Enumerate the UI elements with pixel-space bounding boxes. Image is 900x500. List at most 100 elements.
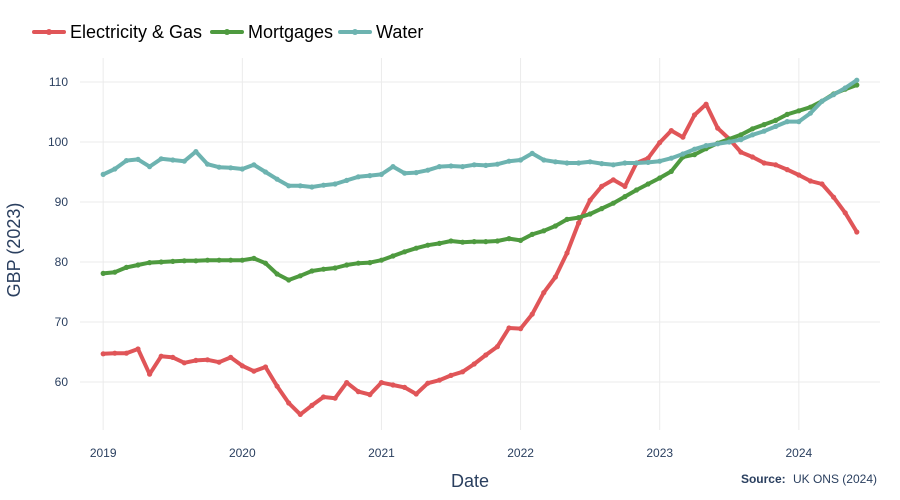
data-point[interactable] <box>471 162 477 168</box>
data-point[interactable] <box>425 380 431 386</box>
data-point[interactable] <box>541 290 547 296</box>
data-point[interactable] <box>471 361 477 367</box>
data-point[interactable] <box>425 242 431 248</box>
data-point[interactable] <box>831 92 837 98</box>
data-point[interactable] <box>297 273 303 279</box>
data-point[interactable] <box>448 238 454 244</box>
data-point[interactable] <box>448 163 454 169</box>
data-point[interactable] <box>599 183 605 189</box>
data-point[interactable] <box>332 395 338 401</box>
data-point[interactable] <box>645 181 651 187</box>
data-point[interactable] <box>100 171 106 177</box>
data-point[interactable] <box>784 111 790 117</box>
data-point[interactable] <box>576 215 582 221</box>
data-point[interactable] <box>193 357 199 363</box>
data-point[interactable] <box>576 220 582 226</box>
data-point[interactable] <box>610 177 616 183</box>
data-point[interactable] <box>320 182 327 188</box>
data-point[interactable] <box>170 258 176 264</box>
data-point[interactable] <box>854 77 860 83</box>
data-point[interactable] <box>204 357 211 363</box>
data-point[interactable] <box>749 132 756 138</box>
data-point[interactable] <box>703 101 709 107</box>
data-point[interactable] <box>564 216 570 222</box>
data-point[interactable] <box>286 183 292 189</box>
data-point[interactable] <box>355 260 361 266</box>
data-point[interactable] <box>518 237 524 243</box>
data-point[interactable] <box>657 158 663 164</box>
data-point[interactable] <box>715 141 721 147</box>
data-point[interactable] <box>460 369 466 375</box>
data-point[interactable] <box>657 140 663 146</box>
data-point[interactable] <box>796 119 802 125</box>
data-point[interactable] <box>842 85 848 91</box>
data-point[interactable] <box>239 166 245 172</box>
data-point[interactable] <box>564 160 570 166</box>
data-point[interactable] <box>494 344 500 350</box>
data-point[interactable] <box>738 137 744 143</box>
data-point[interactable] <box>239 257 245 263</box>
data-point[interactable] <box>552 223 559 229</box>
data-point[interactable] <box>506 158 512 164</box>
data-point[interactable] <box>807 178 814 184</box>
data-point[interactable] <box>262 260 269 266</box>
data-point[interactable] <box>286 277 292 283</box>
data-point[interactable] <box>471 239 477 245</box>
data-point[interactable] <box>552 274 559 280</box>
data-point[interactable] <box>749 126 756 132</box>
data-point[interactable] <box>529 150 535 156</box>
data-point[interactable] <box>773 117 779 123</box>
data-point[interactable] <box>378 380 384 386</box>
data-point[interactable] <box>262 169 269 175</box>
data-point[interactable] <box>158 259 164 265</box>
data-point[interactable] <box>204 161 211 167</box>
data-point[interactable] <box>297 183 303 189</box>
data-point[interactable] <box>645 159 651 165</box>
data-point[interactable] <box>599 161 605 167</box>
data-point[interactable] <box>170 354 176 360</box>
data-point[interactable] <box>680 134 686 140</box>
data-point[interactable] <box>587 211 593 217</box>
data-point[interactable] <box>633 160 640 166</box>
data-point[interactable] <box>251 255 257 261</box>
data-point[interactable] <box>761 128 767 134</box>
data-point[interactable] <box>784 119 790 125</box>
data-point[interactable] <box>158 353 164 359</box>
data-point[interactable] <box>460 164 466 170</box>
data-point[interactable] <box>100 270 106 276</box>
data-point[interactable] <box>309 402 315 408</box>
data-point[interactable] <box>668 168 674 174</box>
data-point[interactable] <box>842 210 848 216</box>
data-point[interactable] <box>228 354 234 360</box>
data-point[interactable] <box>320 394 327 400</box>
data-point[interactable] <box>262 364 269 370</box>
data-point[interactable] <box>181 158 187 164</box>
data-point[interactable] <box>320 266 327 272</box>
data-point[interactable] <box>344 380 350 386</box>
data-point[interactable] <box>204 257 211 263</box>
data-point[interactable] <box>796 172 802 178</box>
data-point[interactable] <box>123 158 129 164</box>
data-point[interactable] <box>831 194 837 200</box>
data-point[interactable] <box>541 228 547 234</box>
data-point[interactable] <box>529 231 535 237</box>
data-point[interactable] <box>552 159 559 165</box>
data-point[interactable] <box>355 174 361 180</box>
data-point[interactable] <box>668 155 674 161</box>
data-point[interactable] <box>251 368 257 374</box>
data-point[interactable] <box>425 167 431 173</box>
data-point[interactable] <box>633 187 640 193</box>
data-point[interactable] <box>378 171 384 177</box>
data-point[interactable] <box>738 132 744 138</box>
data-point[interactable] <box>274 271 280 277</box>
data-point[interactable] <box>158 156 164 162</box>
data-point[interactable] <box>564 250 570 256</box>
data-point[interactable] <box>494 238 500 244</box>
data-point[interactable] <box>367 260 373 266</box>
data-point[interactable] <box>332 265 338 271</box>
data-point[interactable] <box>738 149 744 155</box>
data-point[interactable] <box>680 151 686 157</box>
series-line[interactable] <box>101 83 859 282</box>
data-point[interactable] <box>506 236 512 242</box>
data-point[interactable] <box>181 360 187 366</box>
